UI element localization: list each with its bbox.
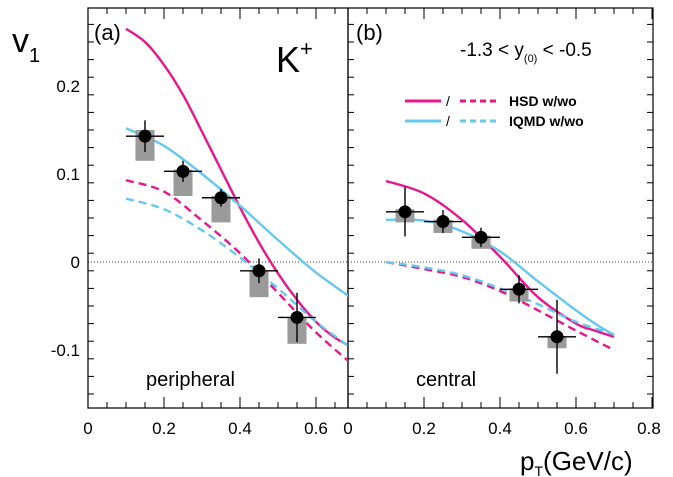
panel-b-data-point-2 [436, 215, 450, 229]
panel-a-syst-box-3 [211, 196, 231, 223]
y-tick-label: 0.2 [56, 77, 80, 96]
panel-b-curves [385, 179, 615, 352]
panel-b-x-tick-label: 0.6 [564, 419, 588, 438]
particle-charge: + [300, 36, 313, 61]
particle-label: K+ [276, 36, 313, 80]
panel-a-centrality: peripheral [146, 369, 235, 391]
panel-b-tag: (b) [356, 20, 383, 45]
panel-a-hsd-dashed-curve [125, 179, 348, 363]
panel-a-x-tick-label: 0.2 [152, 419, 176, 438]
panel-a-iqmd-dashed-curve [125, 197, 348, 348]
legend-hsd-label: HSD w/wo [509, 93, 577, 109]
legend-iqmd-label: IQMD w/wo [509, 113, 584, 129]
legend: / HSD w/wo / IQMD w/wo [405, 93, 584, 129]
x-tick-labels: 0 0.2 0.4 0.6 0 0.2 0.4 0.6 0.8 [83, 419, 661, 438]
x-axis-label-sub: T [534, 463, 543, 477]
panel-b-data-point-5 [550, 330, 564, 344]
panel-a-x-tick-label: 0.4 [228, 419, 252, 438]
x-axis-label-unit: (GeV/c) [543, 446, 633, 476]
panel-a-data-point-5 [290, 310, 304, 324]
panel-b-x-tick-label: 0.2 [412, 419, 436, 438]
panel-b-centrality: central [416, 369, 476, 391]
panel-a-hsd-solid-curve [125, 27, 348, 347]
y-tick-label: 0.1 [56, 165, 80, 184]
y-tick-label: 0 [71, 253, 80, 272]
legend-iqmd-slash: / [446, 113, 450, 129]
y-tick-labels: 0.2 0.1 0 -0.1 [51, 77, 80, 360]
rapidity-end: < -0.5 [537, 40, 591, 61]
panel-a-x-tick-label: 0 [83, 419, 92, 438]
rapidity-window: -1.3 < y(0) < -0.5 [460, 40, 592, 65]
y-axis-label-sub: 1 [29, 45, 40, 67]
panel-a-data-point-4 [252, 264, 266, 278]
panel-b-iqmd-dashed-curve [385, 260, 615, 336]
panel-a-iqmd-solid-curve [125, 127, 348, 298]
panel-a-curves [125, 27, 348, 363]
panel-b-x-tick-label: 0 [343, 419, 352, 438]
panel-b-data-point-4 [512, 282, 526, 296]
y-tick-label: -0.1 [51, 341, 80, 360]
x-axis-label: pT(GeV/c) [520, 446, 633, 477]
panel-a-data-point-3 [214, 191, 228, 205]
panel-b-x-tick-label: 0.4 [488, 419, 512, 438]
legend-hsd-slash: / [446, 93, 450, 109]
panel-a-syst-box-2 [173, 169, 193, 196]
panel-a-data-point-1 [138, 129, 152, 143]
panel-b-hsd-dashed-curve [385, 260, 615, 352]
panel-a-data-point-2 [176, 164, 190, 178]
panel-b-x-tick-label: 0.8 [637, 419, 661, 438]
panel-a-syst-box-4 [249, 270, 269, 298]
panel-b-frame [347, 7, 654, 409]
panel-b-data-point-3 [474, 230, 488, 244]
panel-a-tag: (a) [94, 20, 121, 45]
panel-a-plot [87, 8, 348, 408]
y-axis-label: v1 [12, 22, 40, 67]
panel-a-x-tick-label: 0.6 [304, 419, 328, 438]
panel-b-data-point-1 [398, 205, 412, 219]
rapidity-sub: (0) [524, 53, 537, 65]
panel-b-plot [347, 8, 653, 408]
